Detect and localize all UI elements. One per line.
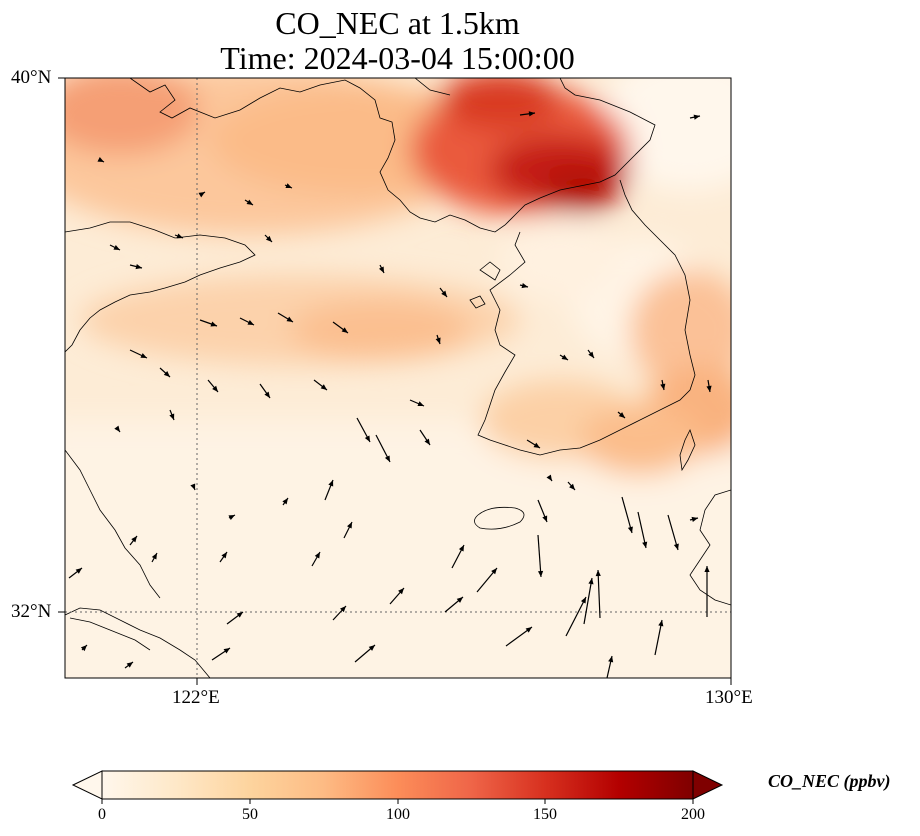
wind-arrow-head xyxy=(673,543,679,550)
wind-arrow-head xyxy=(608,656,614,663)
wind-arrow-head xyxy=(140,353,147,358)
wind-arrow-head xyxy=(364,435,370,442)
colorbar-tick-label-200: 200 xyxy=(681,806,705,823)
wind-arrow-head xyxy=(546,474,552,481)
wind-arrow-head xyxy=(80,645,87,652)
wind-arrow-shaft xyxy=(621,496,633,534)
colorbar-extend-min xyxy=(71,770,103,800)
wind-arrow-head xyxy=(441,290,447,297)
wind-arrow-head xyxy=(135,264,142,270)
wind-vectors xyxy=(68,111,712,678)
wind-arrow-shaft xyxy=(597,569,601,619)
wind-arrow-shaft xyxy=(583,577,593,625)
wind-arrow-head xyxy=(378,266,384,273)
concentration-field xyxy=(65,78,731,678)
wind-arrow-head xyxy=(223,648,230,654)
lon-tick-label-130: 130°E xyxy=(705,687,753,708)
wind-arrow-head xyxy=(210,321,217,327)
wind-arrow-head xyxy=(320,384,327,390)
wind-arrow-head xyxy=(435,337,441,344)
wind-arrow-head xyxy=(533,442,540,448)
wind-arrow-head xyxy=(247,319,254,325)
wind-arrow-head xyxy=(282,498,288,505)
wind-arrow-head xyxy=(704,566,710,572)
wind-arrow-head xyxy=(569,483,575,490)
wind-arrow-head xyxy=(228,515,235,521)
wind-arrow-head xyxy=(328,480,334,487)
wind-arrow-head xyxy=(642,541,648,548)
lon-tick-label-122: 122°E xyxy=(172,687,220,708)
wind-arrow-head xyxy=(627,526,633,533)
lat-tick-label-32: 32°N xyxy=(11,601,52,622)
wind-arrow-head xyxy=(97,156,104,162)
wind-arrow-head xyxy=(221,552,227,559)
wind-arrow-head xyxy=(417,401,424,407)
colorbar-extend-max xyxy=(692,770,724,800)
colorbar-tick-label-50: 50 xyxy=(242,806,258,823)
wind-arrow-head xyxy=(528,111,535,117)
wind-arrow-head xyxy=(588,351,594,358)
colorbar-gradient xyxy=(101,770,694,800)
map-title-line2: Time: 2024-03-04 15:00:00 xyxy=(220,40,575,76)
wind-arrow-head xyxy=(561,354,568,360)
wind-arrow-head xyxy=(542,515,548,522)
wind-arrow-head xyxy=(75,568,82,574)
wind-arrow-head xyxy=(114,425,120,432)
wind-arrow-head xyxy=(693,114,700,120)
wind-arrow-head xyxy=(264,391,270,398)
wind-arrow-head xyxy=(265,235,272,242)
wind-arrow-head xyxy=(618,412,625,418)
wind-arrow-shaft xyxy=(565,596,587,637)
colorbar-tick-label-150: 150 xyxy=(533,806,557,823)
wind-arrow-head xyxy=(580,597,586,604)
axis-ticks xyxy=(58,77,732,685)
wind-arrow-head xyxy=(113,244,120,250)
wind-arrow-head xyxy=(456,597,463,603)
wind-arrow-head xyxy=(706,385,712,392)
colorbar xyxy=(71,770,724,804)
wind-arrow-head xyxy=(458,545,464,552)
wind-arrow-head xyxy=(151,553,157,560)
wind-arrow-head xyxy=(588,578,594,585)
map-frame xyxy=(64,77,732,679)
wind-arrow-head xyxy=(190,483,196,490)
colorbar-tick-label-0: 0 xyxy=(98,806,106,823)
colorbar-tick-label-100: 100 xyxy=(386,806,410,823)
wind-arrow-head xyxy=(169,413,175,420)
wind-arrow-head xyxy=(346,522,352,529)
wind-arrow-head xyxy=(525,627,532,633)
wind-arrow-head xyxy=(286,316,293,322)
wind-arrow-head xyxy=(176,233,183,239)
wind-arrow-head xyxy=(246,199,253,205)
gridlines xyxy=(65,78,731,678)
wind-arrow-head xyxy=(198,192,205,198)
wind-arrow-head xyxy=(236,612,243,618)
wind-arrow-head xyxy=(691,516,698,522)
wind-arrow-head xyxy=(491,568,497,575)
wind-arrow-head xyxy=(368,645,375,651)
wind-arrow-head xyxy=(424,438,430,445)
wind-arrow-head xyxy=(398,588,404,595)
map-title-line1: CO_NEC at 1.5km xyxy=(275,5,520,41)
wind-arrow-head xyxy=(163,371,170,377)
wind-arrow-head xyxy=(658,620,664,627)
wind-arrow-head xyxy=(314,552,320,559)
wind-arrow-shaft xyxy=(537,534,542,578)
wind-arrow-head xyxy=(285,183,292,189)
wind-arrow-head xyxy=(126,662,133,668)
wind-arrow-head xyxy=(341,327,348,333)
wind-arrow-head xyxy=(521,283,528,289)
lat-tick-label-40: 40°N xyxy=(11,67,52,88)
wind-arrow-head xyxy=(537,570,544,577)
wind-arrow-head xyxy=(384,455,390,462)
wind-arrow-head xyxy=(340,606,346,613)
wind-arrow-shaft xyxy=(667,514,679,551)
wind-arrow-shaft xyxy=(637,511,647,549)
wind-arrow-head xyxy=(131,536,137,543)
wind-arrow-head xyxy=(660,383,666,390)
colorbar-label: CO_NEC (ppbv) xyxy=(768,771,891,791)
wind-arrow-head xyxy=(595,570,601,577)
wind-arrow-head xyxy=(212,385,218,392)
